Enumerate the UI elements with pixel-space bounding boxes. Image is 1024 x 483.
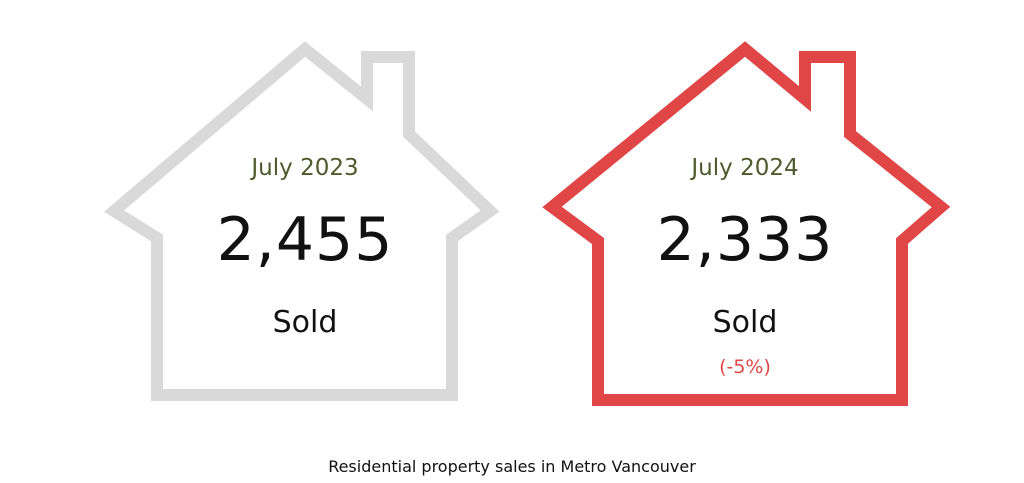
house-icon-2023 (103, 41, 500, 401)
sold-label-2024: Sold (712, 305, 778, 340)
house-icon-2024 (542, 41, 951, 406)
change-percent-2024: (-5%) (719, 356, 771, 378)
period-label-2023: July 2023 (251, 155, 359, 181)
period-label-2024: July 2024 (691, 155, 799, 181)
sold-label-2023: Sold (272, 305, 338, 340)
chart-caption: Residential property sales in Metro Vanc… (328, 457, 696, 476)
sold-count-2023: 2,455 (216, 205, 394, 275)
sold-count-2024: 2,333 (656, 205, 834, 275)
